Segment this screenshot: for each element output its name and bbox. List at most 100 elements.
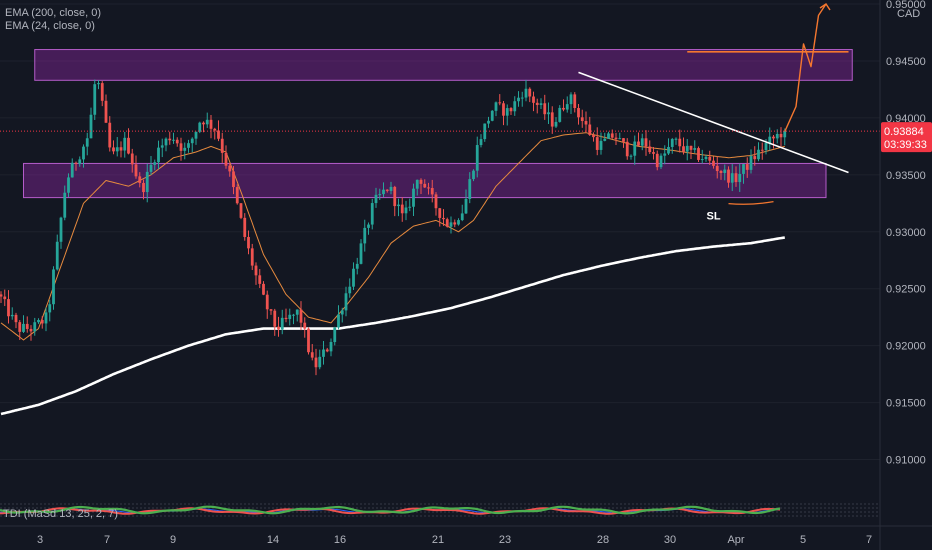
candle-body [400, 204, 404, 214]
tdi-legend[interactable]: TDI (MaSd 13, 25, 2, 7) [3, 508, 118, 520]
candle-body [344, 293, 348, 311]
candle-body [419, 179, 423, 184]
price-tick-label: 0.95000 [886, 0, 926, 11]
candle-body [172, 139, 175, 141]
price-tick-label: 0.94000 [886, 113, 926, 125]
candle-body [580, 117, 584, 122]
candle-body [153, 162, 157, 165]
price-tick-label: 0.92500 [886, 284, 926, 296]
candle-body [10, 314, 14, 317]
candle-body [123, 137, 127, 151]
candle-body [490, 110, 494, 121]
candle-body [142, 182, 145, 193]
time-tick-label: 28 [597, 534, 609, 546]
price-tick-label: 0.92000 [886, 341, 926, 353]
candle-body [442, 217, 445, 220]
candle-body [337, 314, 340, 328]
legend-ema24[interactable]: EMA (24, close, 0) [5, 20, 95, 32]
candle-body [93, 84, 97, 115]
candle-body [783, 131, 787, 138]
candle-body [678, 138, 682, 147]
candle-body [393, 186, 397, 207]
candle-body [363, 227, 367, 244]
candle-body [685, 145, 689, 152]
candle-body [569, 94, 573, 105]
drawings[interactable] [578, 3, 849, 205]
candle-body [89, 114, 93, 139]
candle-body [340, 310, 344, 315]
candle-body [457, 220, 460, 225]
candle-body [97, 83, 100, 85]
candle-body [637, 141, 640, 146]
projection-path [784, 3, 827, 132]
time-tick-label: 7 [866, 534, 872, 546]
candle-body [258, 275, 262, 284]
candle-body [243, 217, 247, 237]
candle-body [547, 112, 550, 115]
candle-body [445, 219, 449, 227]
trendline [578, 71, 849, 174]
time-tick-label: 16 [334, 534, 346, 546]
candle-body [295, 309, 299, 315]
candle-body [730, 173, 734, 183]
candle-body [655, 153, 659, 168]
candle-body [108, 122, 112, 148]
candle-body [0, 294, 3, 297]
candle-body [254, 265, 258, 276]
candle-body [100, 83, 104, 101]
price-axis[interactable]: 0.95000 0.94500 0.94000 0.93500 0.93000 0.925… [879, 0, 926, 550]
legend-ema200[interactable]: EMA (200, close, 0) [5, 7, 101, 19]
candle-body [614, 137, 618, 140]
candle-body [573, 94, 577, 109]
candle-body [607, 133, 610, 139]
projection-arrow-head [819, 3, 831, 11]
support-resistance-zones[interactable] [23, 49, 853, 199]
candle-body [434, 194, 438, 209]
candle-body [22, 323, 25, 332]
price-tag-countdown: 03:39:33 [884, 139, 927, 151]
sl-label: SL [707, 211, 721, 223]
candle-body [318, 356, 322, 368]
candle-body [119, 147, 123, 151]
time-axis[interactable]: 3 7 9 14 16 21 23 28 30 Apr 5 7 [37, 534, 872, 546]
candle-body [423, 183, 427, 188]
candle-body [307, 328, 310, 353]
candle-body [389, 186, 393, 191]
candle-body [460, 213, 464, 221]
candle-body [764, 142, 768, 151]
candle-body [348, 286, 352, 294]
candle-body [404, 207, 408, 214]
candle-body [382, 189, 385, 195]
candle-body [224, 152, 228, 166]
candle-body [269, 309, 273, 311]
candle-body [610, 133, 614, 138]
candle-body [303, 322, 307, 329]
candle-body [14, 314, 18, 323]
candle-body [667, 146, 670, 154]
candle-body [160, 145, 164, 148]
candle-body [205, 119, 209, 125]
candle-body [449, 222, 453, 227]
candle-body [768, 136, 772, 143]
ema24-series [0, 132, 785, 341]
candle-body [577, 108, 580, 118]
candle-body [59, 217, 63, 242]
ema200-line [0, 236, 786, 416]
tdi-subpanel [0, 500, 932, 527]
candlestick-series [0, 79, 787, 376]
candle-body [239, 203, 243, 218]
candle-body [138, 176, 142, 183]
candle-body [190, 138, 194, 144]
candle-body [202, 122, 205, 125]
candle-body [228, 165, 232, 172]
candle-body [179, 143, 183, 151]
candle-body [408, 206, 412, 208]
candle-body [164, 138, 168, 146]
candle-body [187, 143, 190, 148]
candle-body [535, 102, 539, 105]
candle-body [329, 342, 333, 352]
candle-body [588, 124, 592, 135]
